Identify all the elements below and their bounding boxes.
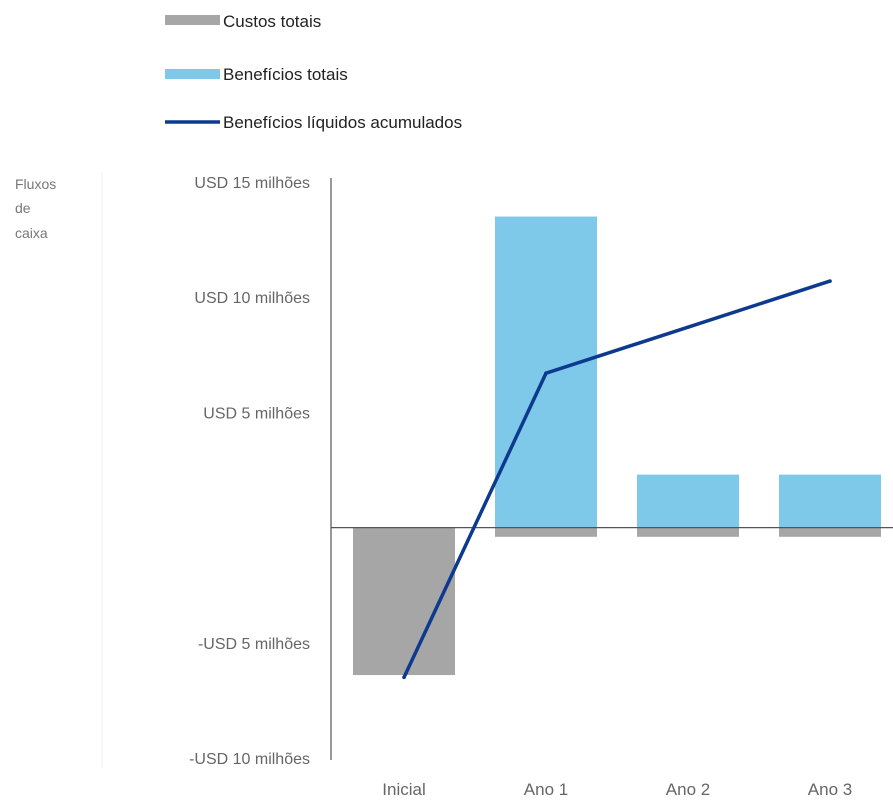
- legend-label-beneficios: Benefícios totais: [223, 65, 348, 84]
- x-tick-label: Ano 2: [666, 780, 710, 799]
- x-tick-label: Ano 1: [524, 780, 568, 799]
- line-point-ano-1: [544, 371, 548, 376]
- line-point-inicial: [402, 675, 406, 680]
- bar-beneficios-ano-2: [637, 474, 739, 528]
- y-axis-title-line-3: caixa: [15, 225, 48, 241]
- legend: Custos totais Benefícios totais Benefíci…: [165, 12, 462, 132]
- y-tick-label: USD 10 milhões: [194, 290, 310, 307]
- y-tick-label: USD 5 milhões: [203, 405, 310, 422]
- bar-custos-ano-2: [637, 527, 739, 537]
- y-axis-title-line-2: de: [15, 200, 31, 216]
- x-axis-ticks: Inicial Ano 1 Ano 2 Ano 3: [382, 780, 852, 799]
- y-axis-ticks: USD 15 milhões USD 10 milhões USD 5 milhõe…: [189, 175, 310, 768]
- bars-layer: [353, 216, 881, 676]
- legend-swatch-beneficios: [165, 69, 220, 79]
- legend-item-beneficios: Benefícios totais: [165, 65, 348, 84]
- x-tick-label: Ano 3: [808, 780, 852, 799]
- y-tick-label: -USD 10 milhões: [189, 751, 310, 768]
- cumulative-line-layer: [402, 279, 832, 680]
- line-point-ano-2: [686, 325, 690, 329]
- y-axis-title-line-1: Fluxos: [15, 176, 56, 192]
- y-tick-label: USD 15 milhões: [194, 175, 310, 192]
- y-axis-title: Fluxos de caixa: [15, 176, 56, 241]
- bar-custos-ano-3: [779, 527, 881, 537]
- legend-swatch-custos: [165, 15, 220, 25]
- legend-label-custos: Custos totais: [223, 12, 321, 31]
- line-point-ano-3: [828, 279, 832, 283]
- legend-label-liquidos: Benefícios líquidos acumulados: [223, 113, 462, 132]
- bar-custos-ano-1: [495, 527, 597, 537]
- bar-beneficios-ano-3: [779, 474, 881, 528]
- y-tick-label: -USD 5 milhões: [198, 636, 310, 653]
- legend-item-custos: Custos totais: [165, 12, 321, 31]
- line-beneficios-liquidos: [402, 279, 831, 679]
- legend-item-liquidos: Benefícios líquidos acumulados: [165, 113, 462, 132]
- x-tick-label: Inicial: [382, 780, 425, 799]
